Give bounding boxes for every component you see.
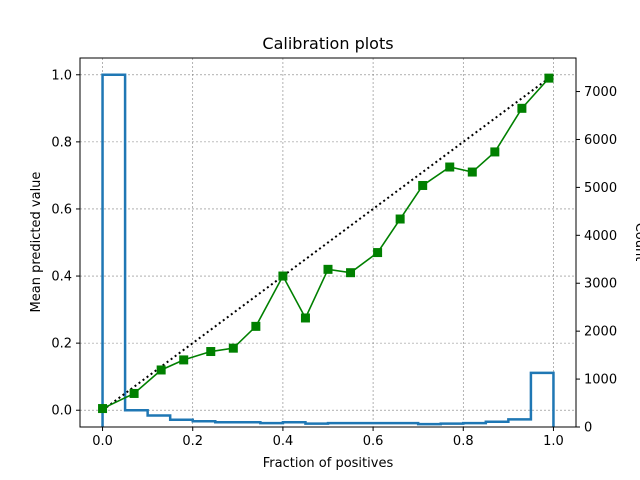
- y-tick-label: 0.0: [51, 404, 72, 419]
- x-axis-title: Fraction of positives: [263, 456, 394, 471]
- y2-tick-label: 1000: [584, 373, 617, 388]
- x-tick-label: 1.0: [543, 434, 564, 449]
- calibration-point: [395, 214, 405, 224]
- x-axis-ticks: 0.0 0.2 0.4 0.6 0.8 1.0: [92, 427, 564, 449]
- calibration-point: [300, 313, 310, 323]
- calibration-point: [251, 321, 261, 331]
- y2-tick-label: 2000: [584, 325, 617, 340]
- calibration-point: [278, 271, 288, 281]
- calibration-point: [418, 180, 428, 190]
- x-tick-label: 0.4: [273, 434, 294, 449]
- y2-tick-label: 4000: [584, 229, 617, 244]
- histogram-step-line: [101, 73, 555, 427]
- reference-diagonal-line: [101, 73, 555, 412]
- y2-tick-label: 3000: [584, 277, 617, 292]
- calibration-point: [98, 404, 108, 414]
- y-axis-title: Mean predicted value: [29, 172, 44, 313]
- calibration-point: [228, 343, 238, 353]
- calibration-point: [467, 167, 477, 177]
- x-tick-label: 0.0: [92, 434, 113, 449]
- y2-tick-label: 6000: [584, 133, 617, 148]
- x-tick-label: 0.6: [363, 434, 384, 449]
- calibration-point: [206, 347, 216, 357]
- y2-tick-label: 5000: [584, 181, 617, 196]
- histogram-series: [101, 73, 555, 427]
- y2-axis-title: Count: [632, 223, 640, 262]
- calibration-point: [156, 365, 166, 375]
- calibration-point: [179, 355, 189, 365]
- y2-tick-label: 7000: [584, 85, 617, 100]
- x-tick-label: 0.8: [453, 434, 474, 449]
- grid: [80, 58, 576, 427]
- calibration-point: [490, 147, 500, 157]
- y-tick-label: 0.2: [51, 337, 72, 352]
- calibration-point: [323, 264, 333, 274]
- calibration-point: [445, 162, 455, 172]
- y-tick-label: 0.6: [51, 202, 72, 217]
- calibration-point: [129, 388, 139, 398]
- calibration-point: [544, 73, 554, 83]
- x-tick-label: 0.2: [182, 434, 203, 449]
- calibration-point: [373, 248, 383, 258]
- y-tick-label: 1.0: [51, 68, 72, 83]
- perfect-calibration-line: [101, 73, 555, 412]
- plot-frame: [79, 57, 577, 428]
- calibration-series: [98, 73, 554, 414]
- chart-title: Calibration plots: [262, 34, 393, 53]
- y-tick-label: 0.8: [51, 135, 72, 150]
- y2-axis-ticks: 0 1000 2000 3000 4000 5000 6000 7000: [576, 85, 617, 436]
- y-axis-ticks: 0.0 0.2 0.4 0.6 0.8 1.0: [51, 68, 80, 419]
- y2-tick-label: 0: [584, 421, 592, 436]
- y-tick-label: 0.4: [51, 270, 72, 285]
- calibration-point: [346, 268, 356, 278]
- calibration-point: [517, 103, 527, 113]
